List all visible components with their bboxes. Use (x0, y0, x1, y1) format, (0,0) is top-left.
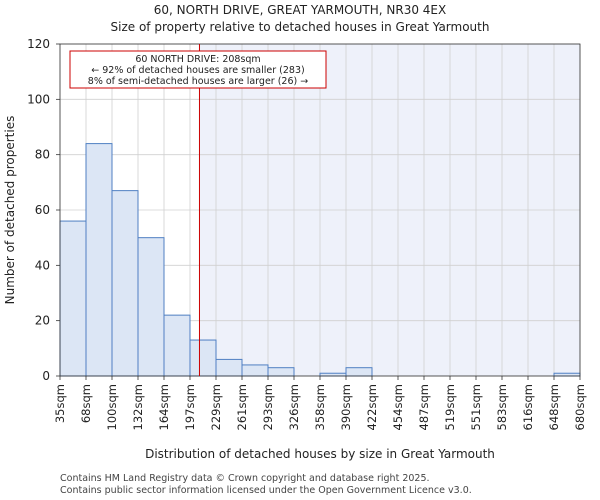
annotation-smaller-text: ← 92% of detached houses are smaller (28… (91, 65, 304, 76)
histogram-bar (59, 220, 87, 377)
x-tick-label: 680sqm (573, 384, 587, 430)
x-tick-label: 551sqm (469, 384, 483, 430)
x-tick-label: 229sqm (209, 384, 223, 430)
x-tick-label: 261sqm (235, 384, 249, 430)
x-tick-label: 293sqm (261, 384, 275, 430)
histogram-bar (163, 314, 191, 377)
annotation-larger-text: 8% of semi-detached houses are larger (2… (88, 76, 308, 87)
y-tick-label: 0 (42, 369, 50, 383)
y-tick-label: 60 (35, 203, 50, 217)
x-tick-label: 326sqm (287, 384, 301, 430)
x-tick-label: 132sqm (131, 384, 145, 430)
x-tick-label: 583sqm (495, 384, 509, 430)
histogram-bar (267, 367, 295, 377)
chart-title: 60, NORTH DRIVE, GREAT YARMOUTH, NR30 4E… (153, 3, 447, 17)
x-tick-label: 648sqm (547, 384, 561, 430)
annotation-box (69, 50, 327, 89)
y-tick-label: 100 (27, 92, 50, 106)
x-tick-label: 616sqm (521, 384, 535, 430)
histogram-bar (319, 372, 347, 377)
y-tick-label: 80 (35, 148, 50, 162)
x-tick-label: 164sqm (157, 384, 171, 430)
footer-licence: Contains public sector information licen… (60, 485, 472, 496)
histogram-bar (345, 367, 373, 377)
x-tick-label: 358sqm (313, 384, 327, 430)
histogram-bar (137, 237, 165, 377)
x-tick-label: 100sqm (105, 384, 119, 430)
histogram-bar (241, 364, 269, 377)
x-tick-label: 519sqm (443, 384, 457, 430)
y-tick-label: 20 (35, 314, 50, 328)
chart-subtitle: Size of property relative to detached ho… (110, 20, 490, 34)
x-tick-label: 35sqm (53, 384, 67, 423)
x-tick-label: 197sqm (183, 384, 197, 430)
histogram-bar (111, 190, 139, 377)
histogram-bar (553, 372, 581, 377)
annotation-title: 60 NORTH DRIVE: 208sqm (135, 54, 260, 65)
y-axis-title: Number of detached properties (3, 116, 17, 305)
footer-copyright: Contains HM Land Registry data © Crown c… (60, 473, 430, 484)
x-tick-label: 390sqm (339, 384, 353, 430)
histogram-bar (215, 358, 243, 377)
x-tick-label: 68sqm (79, 384, 93, 423)
x-tick-label: 454sqm (391, 384, 405, 430)
x-tick-label: 422sqm (365, 384, 379, 430)
x-tick-label: 487sqm (417, 384, 431, 430)
y-tick-label: 40 (35, 258, 50, 272)
histogram-bar (189, 339, 217, 377)
x-axis-title: Distribution of detached houses by size … (145, 447, 495, 461)
y-tick-label: 120 (27, 37, 50, 51)
histogram-bar (85, 143, 113, 377)
